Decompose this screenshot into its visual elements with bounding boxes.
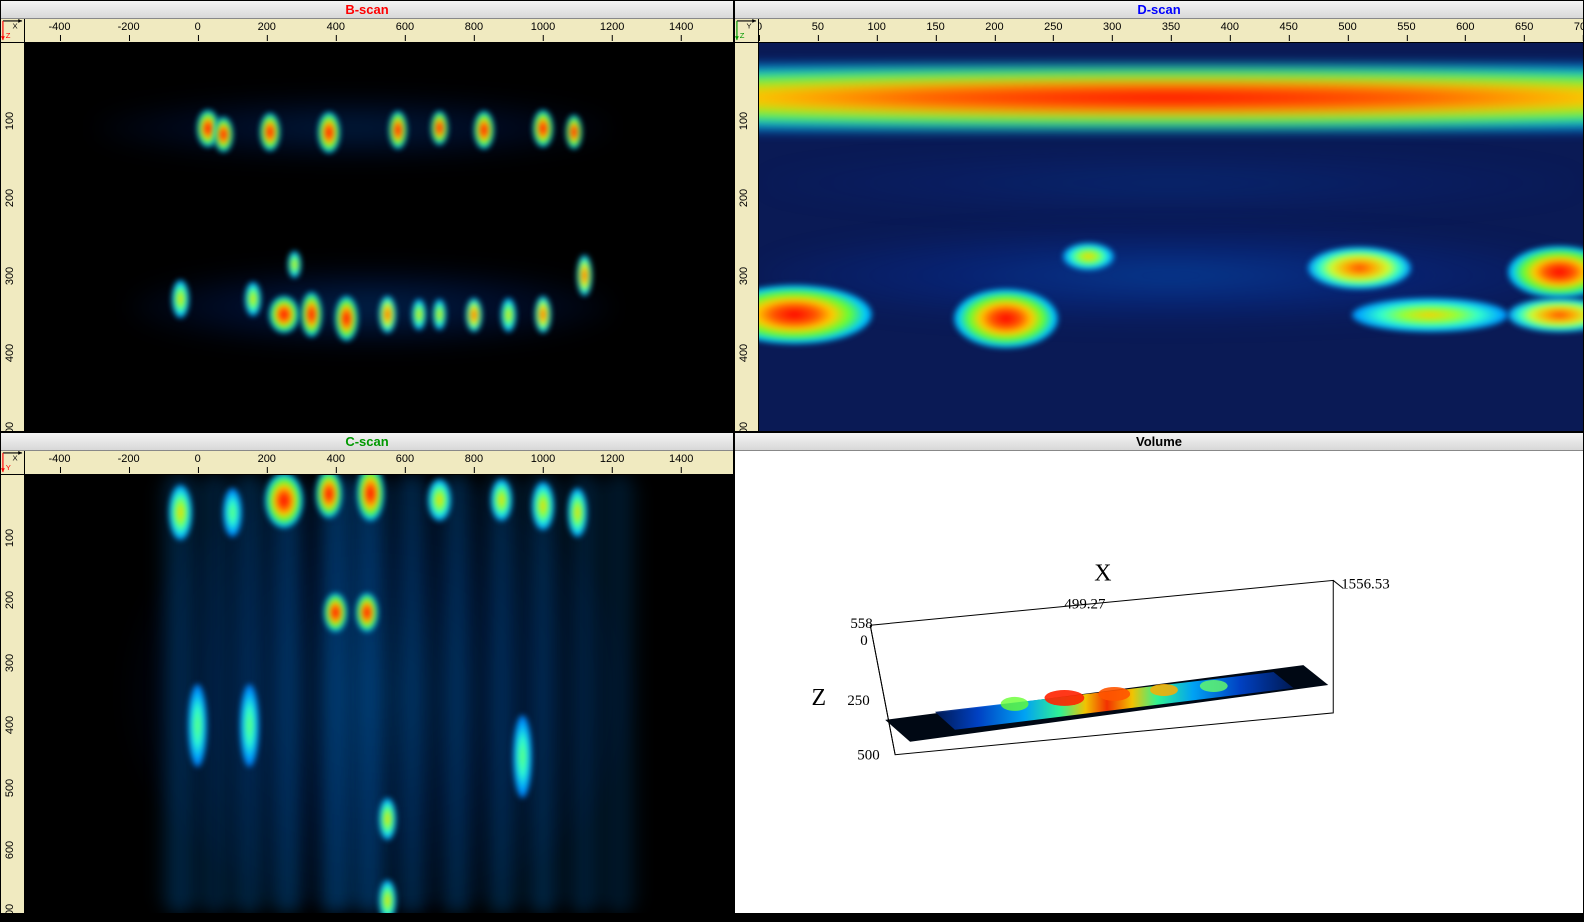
axis-tick: 600 — [396, 21, 414, 33]
b-scan-x-axis: -400 -200 0 200 400 600 800 1000 1200 1400 — [25, 19, 733, 43]
axis-tick: 600 — [1456, 21, 1474, 33]
svg-text:499.27: 499.27 — [1064, 596, 1106, 612]
axis-tick: 450 — [1280, 21, 1298, 33]
axis-tick: -400 — [49, 453, 71, 465]
svg-text:Z: Z — [740, 31, 745, 40]
svg-text:Z: Z — [812, 685, 827, 711]
volume-panel: Volume — [734, 432, 1584, 914]
axis-tick: 500 — [1338, 21, 1356, 33]
axis-tick: 700 — [4, 904, 16, 922]
axis-tick: 50 — [812, 21, 824, 33]
axis-tick: 400 — [4, 344, 16, 362]
svg-text:1556.53: 1556.53 — [1341, 576, 1390, 592]
axis-tick: 350 — [1162, 21, 1180, 33]
axis-tick: 800 — [465, 453, 483, 465]
axis-tick: 100 — [4, 528, 16, 546]
axis-tick: 400 — [4, 716, 16, 734]
axis-tick: 200 — [4, 189, 16, 207]
axis-tick: -400 — [49, 21, 71, 33]
axis-tick: 400 — [327, 453, 345, 465]
axis-tick: 600 — [4, 841, 16, 859]
b-scan-y-axis: 100200300400500 — [1, 43, 25, 431]
axis-tick: 1400 — [669, 21, 693, 33]
axis-tick: 150 — [926, 21, 944, 33]
axis-tick: 550 — [1397, 21, 1415, 33]
d-scan-y-axis: 100200300400500 — [735, 43, 759, 431]
c-scan-x-axis: -400 -200 0 200 400 600 800 1000 1200 1400 — [25, 451, 733, 475]
volume-title: Volume — [735, 433, 1583, 451]
axis-tick: 300 — [1103, 21, 1121, 33]
svg-text:250: 250 — [847, 693, 869, 709]
d-scan-plot[interactable] — [759, 43, 1583, 431]
axis-tick: 650 — [1515, 21, 1533, 33]
axis-tick: 600 — [396, 453, 414, 465]
axis-tick: 200 — [258, 21, 276, 33]
c-scan-corner-box: XY — [1, 451, 25, 475]
svg-text:X: X — [13, 22, 18, 31]
axis-tick: 400 — [1221, 21, 1239, 33]
b-scan-title: B-scan — [1, 1, 733, 19]
d-scan-x-axis: 0501001502002503003504004505005506006507… — [759, 19, 1583, 43]
svg-text:Y: Y — [6, 463, 11, 472]
axis-tick: 300 — [4, 654, 16, 672]
svg-text:558: 558 — [850, 616, 872, 632]
d-scan-corner-box: YZ — [735, 19, 759, 43]
b-scan-panel: B-scan XZ -400 -200 0 200 400 600 800 1000 1200 1… — [0, 0, 734, 432]
c-scan-panel: C-scan XY -400 -200 0 200 400 600 800 1000 1200 1… — [0, 432, 734, 914]
axis-tick: 100 — [868, 21, 886, 33]
axis-tick: 1400 — [669, 453, 693, 465]
axis-tick: 400 — [327, 21, 345, 33]
c-scan-y-axis: 100200300400500600700 — [1, 475, 25, 913]
svg-text:Z: Z — [6, 31, 11, 40]
axis-tick: 0 — [195, 453, 201, 465]
d-scan-panel: D-scan YZ 050100150200250300350400450500… — [734, 0, 1584, 432]
axis-tick: 400 — [738, 344, 750, 362]
b-scan-corner-box: XZ — [1, 19, 25, 43]
svg-text:X: X — [1094, 560, 1111, 586]
svg-text:0: 0 — [860, 633, 867, 649]
axis-tick: 700 — [1574, 21, 1584, 33]
svg-text:X: X — [13, 454, 18, 463]
c-scan-plot[interactable] — [25, 475, 733, 913]
d-scan-title: D-scan — [735, 1, 1583, 19]
svg-text:Y: Y — [747, 22, 752, 31]
c-scan-title: C-scan — [1, 433, 733, 451]
axis-tick: 250 — [1044, 21, 1062, 33]
axis-tick: 100 — [738, 111, 750, 129]
axis-tick: 800 — [465, 21, 483, 33]
axis-tick: 1000 — [531, 453, 555, 465]
svg-text:500: 500 — [857, 748, 879, 764]
volume-plot[interactable]: X Z 499.27 1556.53 558 0 250 500 — [735, 451, 1583, 913]
axis-tick: 100 — [4, 111, 16, 129]
axis-tick: 1200 — [600, 21, 624, 33]
axis-tick: 300 — [738, 267, 750, 285]
axis-tick: 1200 — [600, 453, 624, 465]
axis-tick: -200 — [118, 453, 140, 465]
volume-3d-view: X Z 499.27 1556.53 558 0 250 500 — [735, 451, 1583, 913]
axis-tick: 300 — [4, 267, 16, 285]
axis-tick: 200 — [258, 453, 276, 465]
axis-tick: 200 — [738, 189, 750, 207]
axis-tick: 1000 — [531, 21, 555, 33]
axis-tick: 0 — [195, 21, 201, 33]
axis-tick: 500 — [4, 779, 16, 797]
axis-tick: 200 — [985, 21, 1003, 33]
b-scan-plot[interactable] — [25, 43, 733, 431]
axis-tick: 200 — [4, 591, 16, 609]
axis-tick: -200 — [118, 21, 140, 33]
